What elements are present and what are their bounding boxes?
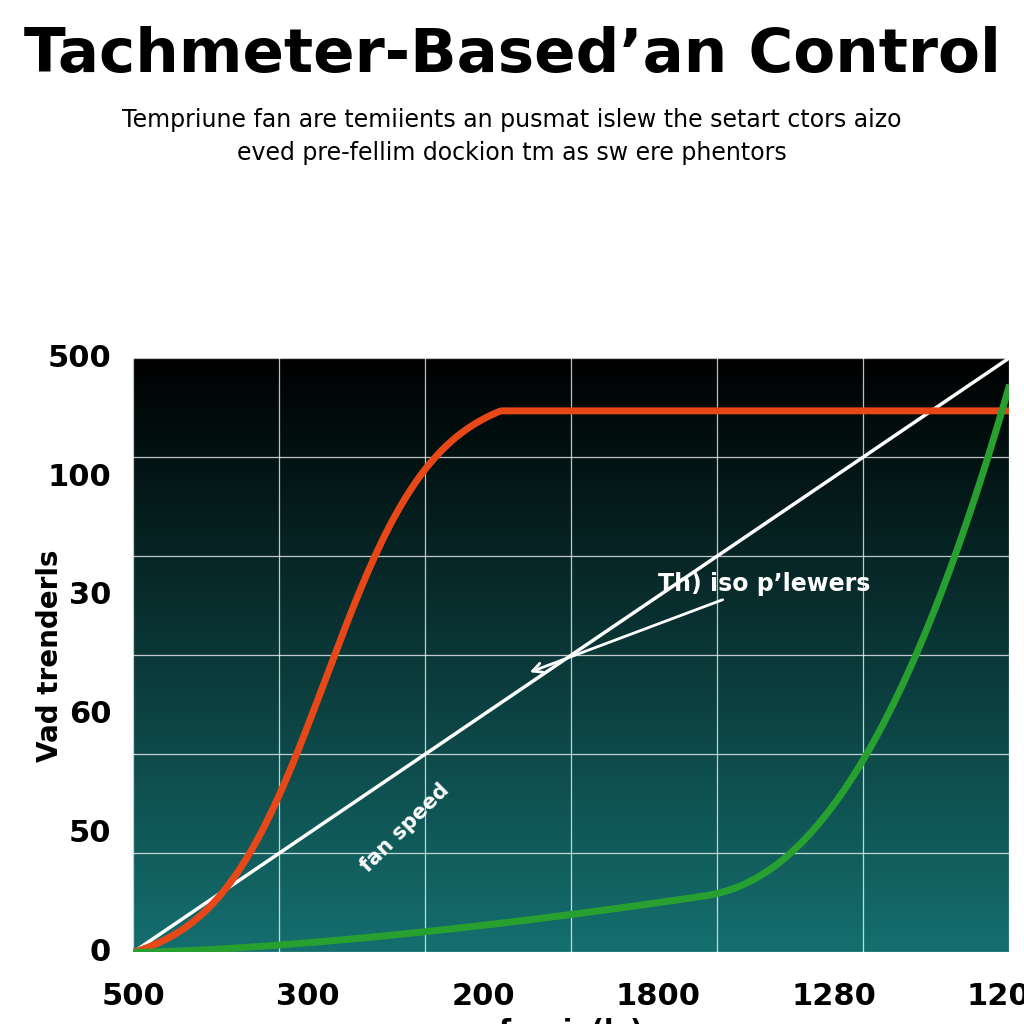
Text: 200: 200 [452, 982, 515, 1011]
Text: fornia(ls): fornia(ls) [499, 1018, 643, 1024]
Text: 0: 0 [90, 938, 112, 967]
Text: 1800: 1800 [615, 982, 701, 1011]
Text: 500: 500 [47, 344, 112, 373]
Text: Tachmeter-Based’an Control: Tachmeter-Based’an Control [24, 26, 1000, 85]
Text: 100: 100 [47, 463, 112, 492]
Text: 300: 300 [276, 982, 340, 1011]
Text: Th) iso p’lewers: Th) iso p’lewers [532, 572, 870, 672]
Text: 60: 60 [69, 700, 112, 729]
Text: fan speed: fan speed [356, 779, 453, 876]
Text: 1280: 1280 [792, 982, 876, 1011]
Text: Vad trenderls: Vad trenderls [36, 549, 63, 762]
Text: 50: 50 [69, 819, 112, 848]
Text: 500: 500 [101, 982, 165, 1011]
Text: 30: 30 [69, 582, 112, 610]
Text: Tempriune fan are temiients an pusmat islew the setart ctors aizo
eved pre-felli: Tempriune fan are temiients an pusmat is… [122, 108, 902, 165]
Text: 1200: 1200 [967, 982, 1024, 1011]
